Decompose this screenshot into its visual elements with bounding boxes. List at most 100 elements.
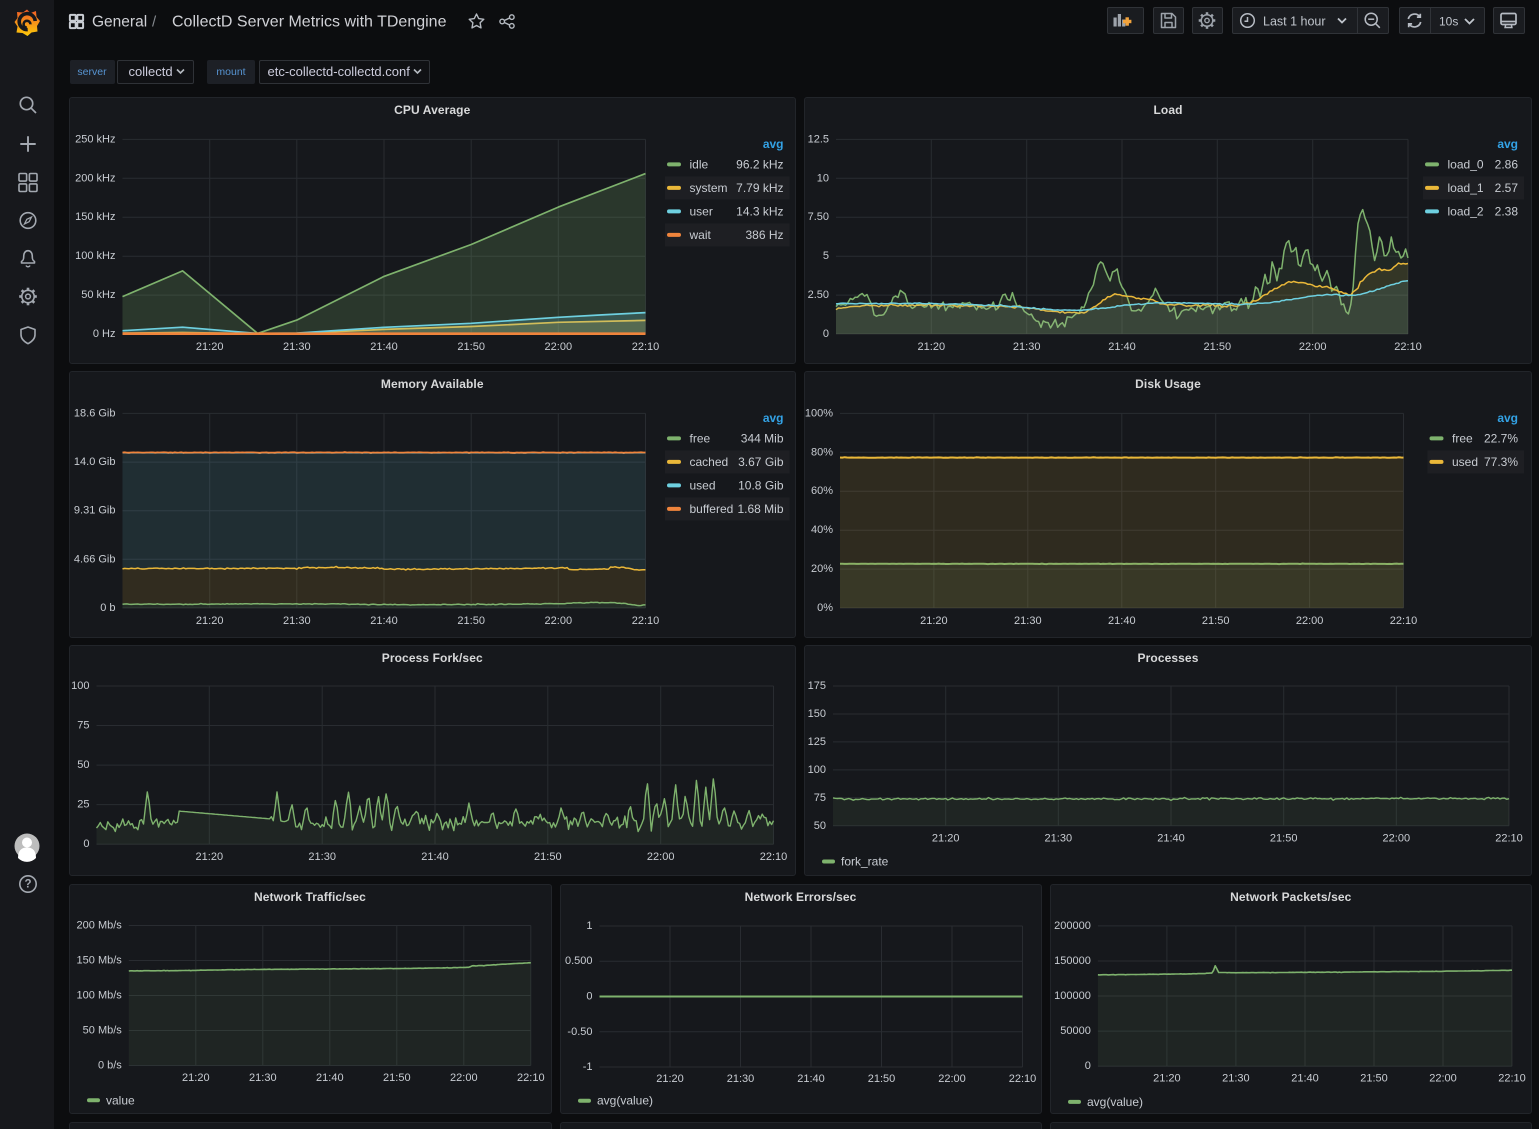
svg-text:100 kHz: 100 kHz [75, 250, 115, 262]
svg-text:250 kHz: 250 kHz [75, 133, 115, 145]
svg-text:0: 0 [83, 838, 89, 850]
svg-text:used: used [1452, 455, 1478, 469]
svg-text:21:50: 21:50 [1202, 615, 1230, 627]
svg-text:22.7%: 22.7% [1484, 431, 1518, 445]
svg-text:200000: 200000 [1054, 920, 1091, 932]
svg-text:21:30: 21:30 [308, 851, 336, 863]
svg-text:21:50: 21:50 [1360, 1073, 1388, 1085]
svg-text:21:20: 21:20 [1153, 1073, 1181, 1085]
svg-text:22:00: 22:00 [938, 1073, 966, 1085]
svg-text:avg(value): avg(value) [597, 1094, 653, 1108]
svg-text:22:10: 22:10 [759, 851, 787, 863]
svg-text:21:20: 21:20 [195, 615, 223, 627]
svg-text:21:50: 21:50 [1270, 832, 1298, 844]
svg-text:0 Hz: 0 Hz [92, 328, 115, 340]
svg-text:10s: 10s [1439, 15, 1458, 29]
svg-text:22:00: 22:00 [1429, 1073, 1457, 1085]
svg-text:22:10: 22:10 [631, 615, 659, 627]
svg-text:21:30: 21:30 [283, 615, 311, 627]
svg-text:load_0: load_0 [1448, 157, 1484, 171]
svg-text:21:20: 21:20 [920, 615, 948, 627]
svg-text:7.50: 7.50 [808, 211, 829, 223]
svg-text:0 b: 0 b [100, 602, 115, 614]
svg-text:load_1: load_1 [1448, 181, 1484, 195]
svg-text:25: 25 [77, 798, 89, 810]
svg-text:21:30: 21:30 [1222, 1073, 1250, 1085]
svg-text:22:00: 22:00 [646, 851, 674, 863]
svg-text:1.68 Mib: 1.68 Mib [737, 502, 783, 516]
svg-text:3.67 Gib: 3.67 Gib [738, 455, 784, 469]
svg-text:wait: wait [688, 228, 711, 242]
svg-text:used: used [689, 478, 715, 492]
svg-text:avg(value): avg(value) [1087, 1095, 1143, 1109]
svg-text:21:50: 21:50 [457, 341, 485, 353]
svg-text:21:50: 21:50 [867, 1073, 895, 1085]
svg-text:50: 50 [814, 819, 826, 831]
svg-text:free: free [1452, 431, 1473, 445]
svg-text:22:00: 22:00 [450, 1072, 478, 1084]
svg-text:2.86: 2.86 [1495, 157, 1519, 171]
svg-text:175: 175 [808, 680, 826, 692]
svg-text:fork_rate: fork_rate [841, 854, 889, 868]
svg-text:100000: 100000 [1054, 990, 1091, 1002]
svg-text:0 b/s: 0 b/s [97, 1060, 121, 1072]
svg-text:22:00: 22:00 [544, 341, 572, 353]
svg-text:21:40: 21:40 [421, 851, 449, 863]
svg-text:avg: avg [1497, 411, 1518, 425]
svg-text:21:30: 21:30 [249, 1072, 277, 1084]
svg-text:22:10: 22:10 [1394, 341, 1422, 353]
svg-text:20%: 20% [811, 563, 833, 575]
svg-text:21:50: 21:50 [1204, 341, 1232, 353]
svg-text:21:40: 21:40 [316, 1072, 344, 1084]
svg-text:0: 0 [586, 991, 592, 1003]
svg-text:21:30: 21:30 [1014, 615, 1042, 627]
svg-text:150 Mb/s: 150 Mb/s [76, 955, 122, 967]
svg-text:21:20: 21:20 [918, 341, 946, 353]
svg-text:-0.50: -0.50 [567, 1026, 592, 1038]
svg-text:5: 5 [823, 250, 829, 262]
svg-text:avg: avg [762, 411, 783, 425]
svg-text:2.38: 2.38 [1495, 204, 1519, 218]
svg-text:21:40: 21:40 [370, 615, 398, 627]
svg-text:system: system [689, 181, 727, 195]
svg-text:0: 0 [1084, 1060, 1090, 1072]
svg-text:load_2: load_2 [1448, 204, 1484, 218]
svg-text:idle: idle [689, 157, 708, 171]
svg-text:125: 125 [808, 735, 826, 747]
svg-text:21:20: 21:20 [195, 341, 223, 353]
svg-text:22:00: 22:00 [1299, 341, 1327, 353]
svg-text:22:00: 22:00 [1383, 832, 1411, 844]
svg-text:user: user [689, 204, 712, 218]
svg-text:21:50: 21:50 [534, 851, 562, 863]
svg-text:150000: 150000 [1054, 955, 1091, 967]
svg-text:2.57: 2.57 [1495, 181, 1519, 195]
svg-text:344 Mib: 344 Mib [740, 431, 783, 445]
svg-text:value: value [106, 1093, 135, 1107]
svg-text:21:40: 21:40 [370, 341, 398, 353]
svg-text:7.79 kHz: 7.79 kHz [736, 181, 783, 195]
svg-text:21:30: 21:30 [283, 341, 311, 353]
svg-text:21:40: 21:40 [1108, 615, 1136, 627]
svg-text:100: 100 [71, 680, 89, 692]
svg-text:avg: avg [762, 137, 783, 151]
svg-text:21:20: 21:20 [932, 832, 960, 844]
svg-text:-1: -1 [582, 1061, 592, 1073]
svg-text:50 kHz: 50 kHz [81, 289, 115, 301]
svg-text:21:50: 21:50 [457, 615, 485, 627]
svg-text:9.31 Gib: 9.31 Gib [73, 505, 115, 517]
svg-text:200 kHz: 200 kHz [75, 172, 115, 184]
svg-text:200 Mb/s: 200 Mb/s [76, 920, 122, 932]
svg-text:21:20: 21:20 [182, 1072, 210, 1084]
svg-text:21:20: 21:20 [656, 1073, 684, 1085]
svg-text:Last 1 hour: Last 1 hour [1263, 15, 1326, 29]
svg-text:0.500: 0.500 [564, 955, 592, 967]
svg-text:General: General [92, 14, 147, 31]
svg-text:14.0 Gib: 14.0 Gib [73, 456, 115, 468]
svg-text:40%: 40% [811, 524, 833, 536]
svg-text:100 Mb/s: 100 Mb/s [76, 990, 122, 1002]
svg-text:22:10: 22:10 [631, 341, 659, 353]
svg-text:21:40: 21:40 [797, 1073, 825, 1085]
svg-text:CollectD Server Metrics with T: CollectD Server Metrics with TDengine [172, 14, 447, 31]
svg-text:/: / [152, 14, 157, 31]
svg-text:22:10: 22:10 [517, 1072, 545, 1084]
